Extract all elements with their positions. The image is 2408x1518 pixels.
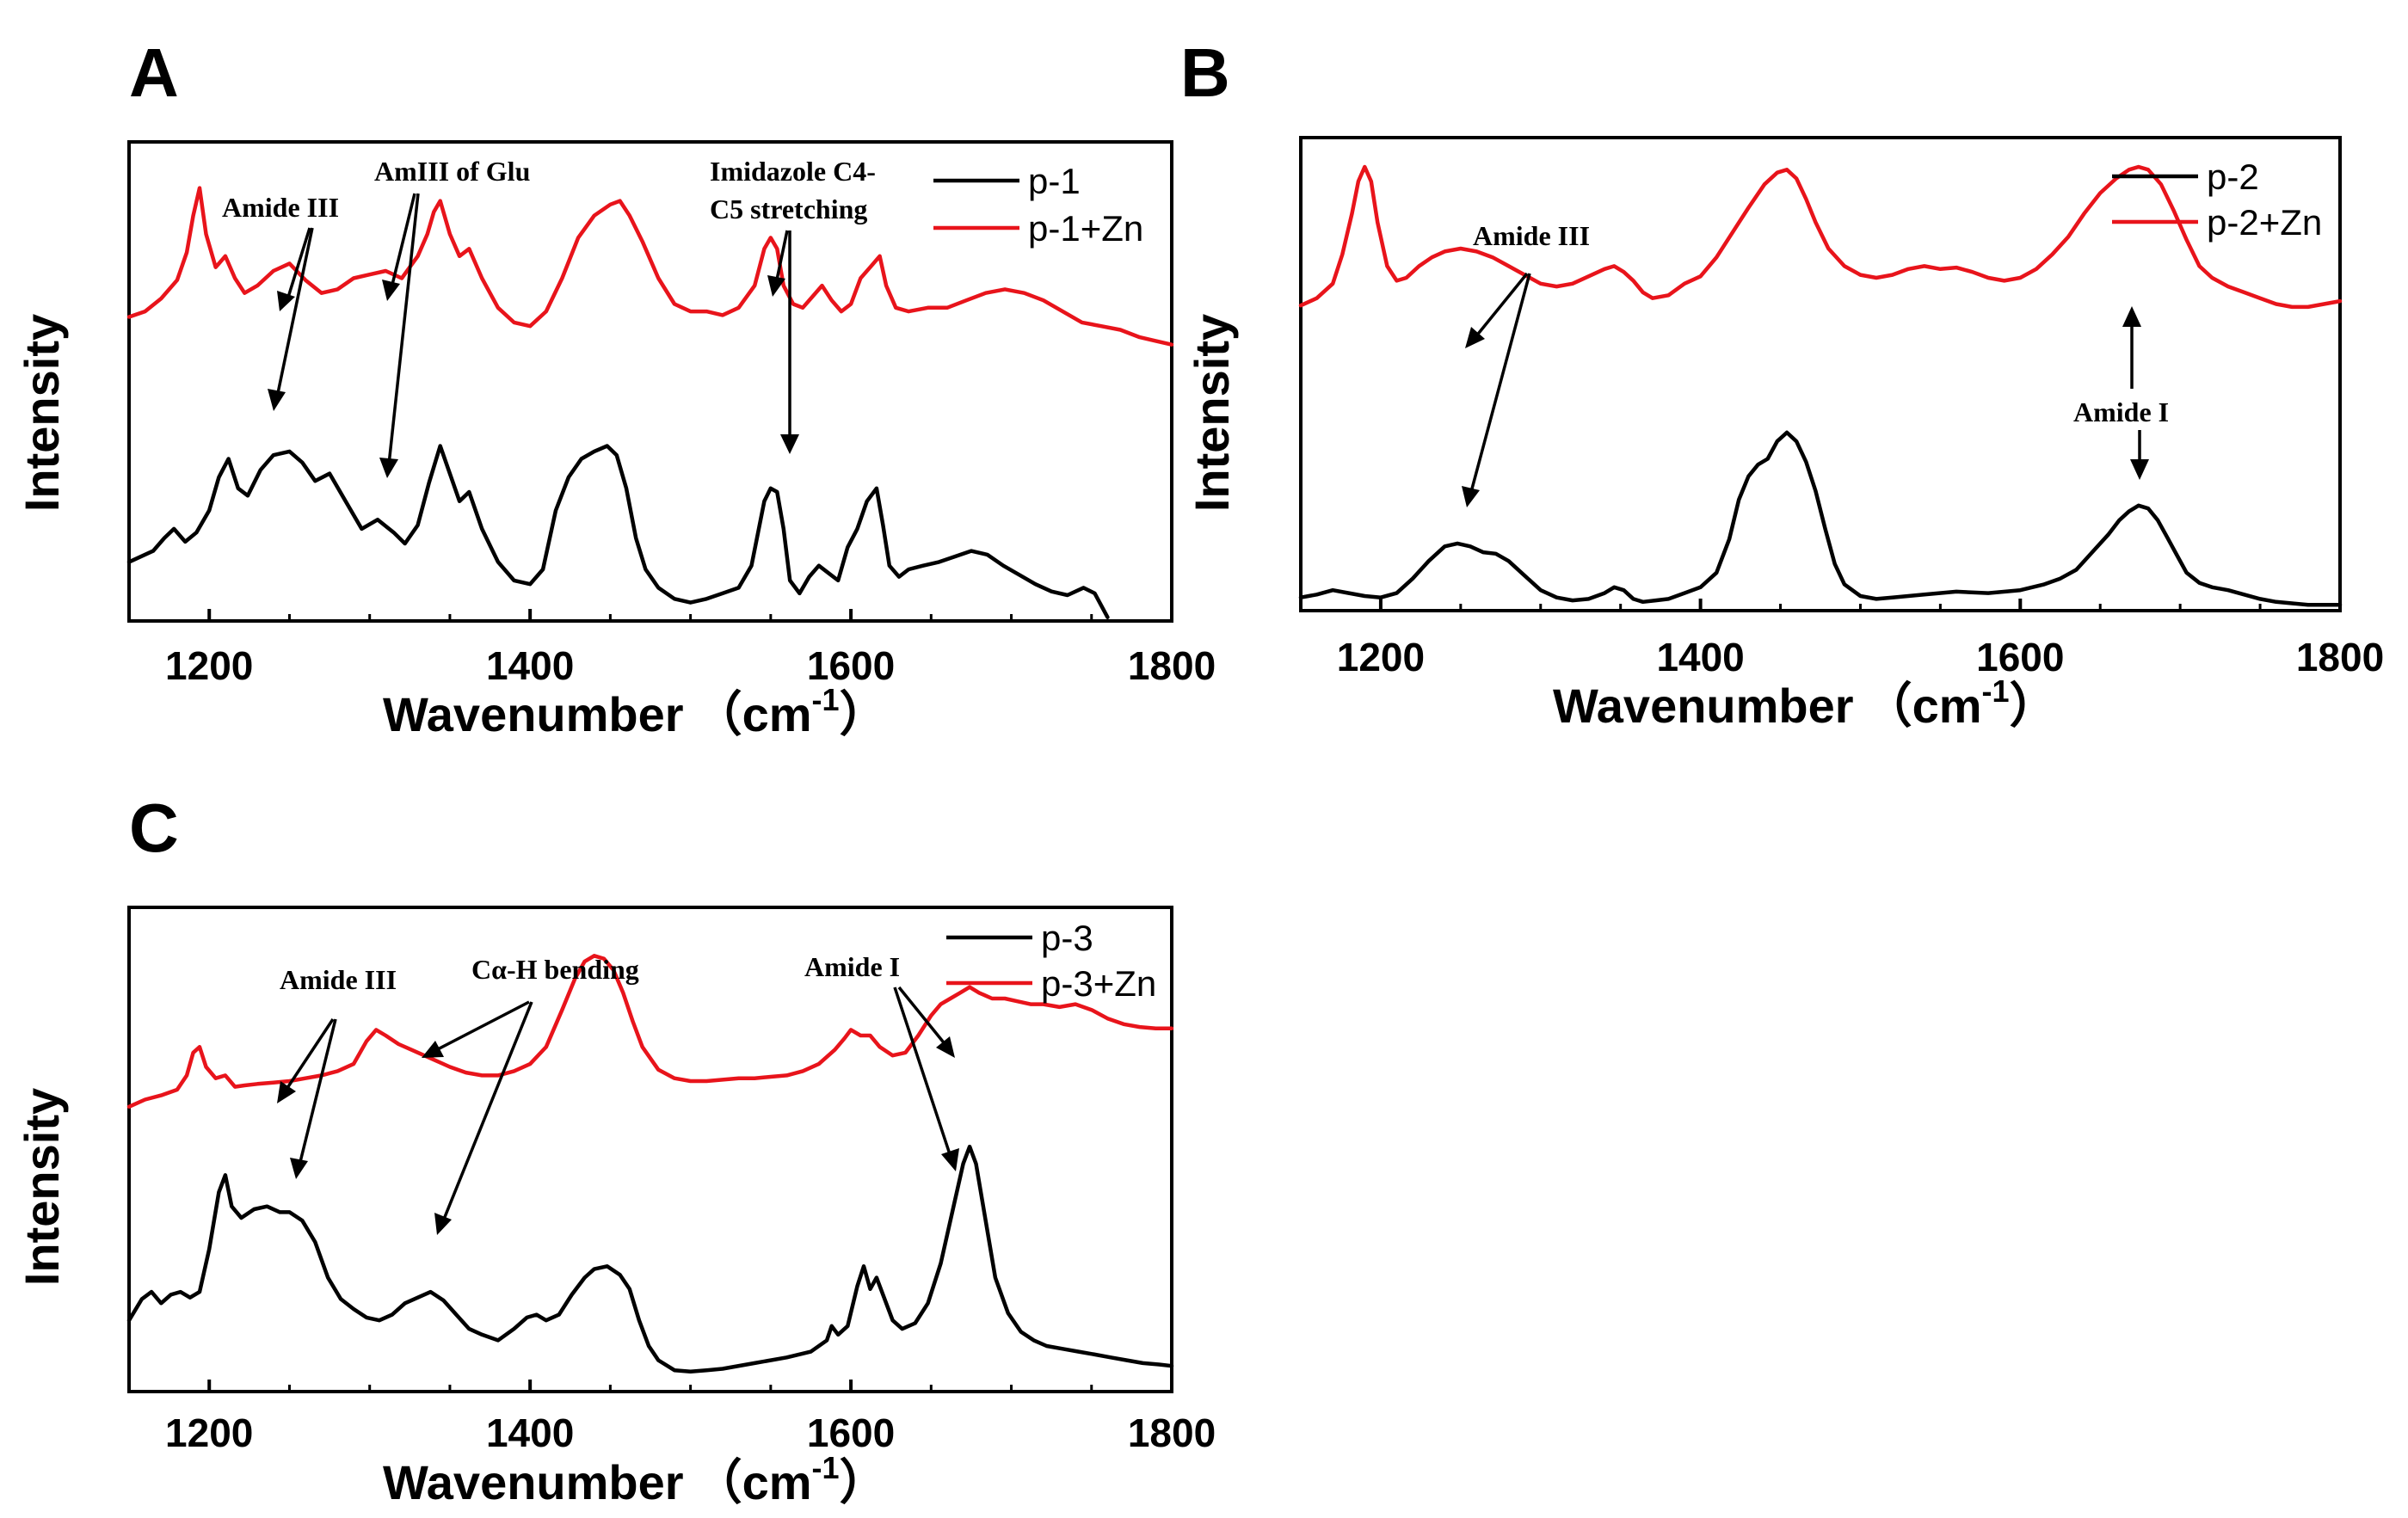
- arrowhead-amide-iii-a-2: [268, 389, 286, 411]
- x-tick-label-a-1600: 1600: [807, 643, 895, 688]
- arrowhead-amide-i-b-2: [2130, 459, 2149, 480]
- arrowhead-amide-iii-c-2: [290, 1158, 308, 1179]
- x-axis-label-b: Wavenumber （cm-1）: [1553, 673, 2058, 733]
- annotation-amide-i-b: Amide I: [2073, 396, 2169, 427]
- arrowhead-imidazole-a-2: [780, 434, 799, 454]
- y-axis-label-a: Intensity: [15, 314, 69, 512]
- arrowhead-amide-iii-b-2: [1462, 486, 1480, 507]
- arrowhead-amide-iii-a-1: [277, 291, 295, 311]
- panel-letter-b: B: [1180, 34, 1230, 111]
- x-tick-label-b-1400: 1400: [1656, 635, 1744, 679]
- arrowhead-amide-iii-b-1: [1465, 327, 1485, 348]
- series-line-p-1: [126, 444, 1110, 619]
- legend-label-p-1: p-1: [1028, 161, 1081, 201]
- arrow-calpha-h-c-2: [441, 1001, 533, 1222]
- x-tick-label-b-1600: 1600: [1976, 635, 2064, 679]
- annotation-amiii-glu-a: AmIII of Glu: [374, 156, 530, 187]
- series-line-p-2-zn: [1298, 164, 2343, 310]
- annotations-b: Amide III Amide I: [1462, 220, 2169, 507]
- series-line-p-3: [126, 1144, 1174, 1374]
- series-layer-a: [126, 186, 1174, 619]
- legend-c: p-3 p-3+Zn: [946, 918, 1156, 1004]
- x-ticks-c: [127, 1380, 1173, 1392]
- x-tick-label-b-1200: 1200: [1337, 635, 1425, 679]
- arrowhead-amiii-glu-a-1: [382, 280, 400, 301]
- x-tick-label-a-1400: 1400: [486, 643, 574, 688]
- arrowhead-amide-iii-c-1: [277, 1081, 296, 1103]
- arrowhead-amiii-glu-a-2: [379, 458, 398, 478]
- x-ticks-b: [1299, 599, 2342, 611]
- x-tick-label-c-1800: 1800: [1128, 1410, 1216, 1455]
- arrowhead-amide-i-c-1: [936, 1036, 955, 1058]
- legend-label-p-2: p-2: [2207, 157, 2259, 197]
- x-tick-label-c-1200: 1200: [165, 1410, 253, 1455]
- annotation-amide-iii-b: Amide III: [1473, 220, 1590, 251]
- legend-a: p-1 p-1+Zn: [933, 161, 1143, 249]
- panel-c: C 1200 1400 1600 1800 Wavenumber （cm-1） Inte…: [15, 790, 1216, 1509]
- arrowhead-calpha-h-c-2: [434, 1213, 452, 1235]
- arrow-imidazole-a-1: [774, 230, 789, 285]
- annotation-calpha-h-bending-c: Cα-H bending: [471, 954, 639, 985]
- arrow-amide-iii-b-1: [1474, 272, 1529, 339]
- arrow-amiii-glu-a-2: [387, 193, 420, 465]
- annotation-amide-iii-a: Amide III: [222, 192, 339, 223]
- y-axis-label-c: Intensity: [15, 1088, 69, 1286]
- arrow-calpha-h-c-1: [434, 1000, 530, 1053]
- x-tick-label-c-1600: 1600: [807, 1410, 895, 1455]
- series-line-p-3-zn: [126, 954, 1174, 1109]
- arrowhead-imidazole-a-1: [767, 275, 785, 297]
- x-tick-label-a-1200: 1200: [165, 643, 253, 688]
- arrowhead-calpha-h-c-1: [422, 1041, 444, 1058]
- annotation-imidazole-line2-a: C5 stretching: [710, 194, 867, 224]
- arrowhead-amide-i-c-2: [941, 1148, 959, 1171]
- arrow-amide-i-c-2: [893, 986, 952, 1158]
- plot-frame-c: [127, 906, 1173, 1393]
- x-axis-label-a: Wavenumber （cm-1）: [383, 682, 888, 741]
- panel-letter-c: C: [129, 790, 179, 866]
- x-tick-label-b-1800: 1800: [2296, 635, 2384, 679]
- arrow-amide-iii-b-2: [1469, 273, 1531, 493]
- panel-a: A 1200 1400 1600 1800 Wavenumber （cm-1） Inte…: [15, 34, 1216, 741]
- x-ticks-a: [127, 609, 1173, 621]
- y-axis-label-b: Intensity: [1185, 314, 1239, 512]
- annotations-c: Amide III Cα-H bending Amide I: [277, 951, 959, 1235]
- x-tick-labels-b: 1200 1400 1600 1800: [1337, 635, 2384, 679]
- series-line-p-1-zn: [126, 186, 1174, 347]
- series-layer-b: [1298, 164, 2343, 607]
- annotations-a: Amide III AmIII of Glu Imidazole C4- C5 …: [222, 156, 876, 478]
- x-tick-label-a-1800: 1800: [1128, 643, 1216, 688]
- legend-b: p-2 p-2+Zn: [2112, 157, 2322, 243]
- series-line-p-2: [1298, 430, 2343, 607]
- series-layer-c: [126, 954, 1174, 1374]
- x-axis-label-c: Wavenumber （cm-1）: [383, 1450, 888, 1509]
- arrowhead-amide-i-b-1: [2122, 306, 2141, 327]
- arrow-amiii-glu-a-1: [390, 193, 416, 289]
- x-tick-labels-a: 1200 1400 1600 1800: [165, 643, 1216, 688]
- arrow-amide-iii-c-2: [298, 1018, 337, 1166]
- arrow-amide-iii-a-1: [285, 227, 311, 304]
- x-tick-labels-c: 1200 1400 1600 1800: [165, 1410, 1216, 1455]
- plot-frame-a: [127, 140, 1173, 623]
- legend-label-p-3-zn: p-3+Zn: [1041, 963, 1156, 1004]
- arrow-amide-iii-c-1: [284, 1018, 335, 1091]
- legend-label-p-2-zn: p-2+Zn: [2207, 202, 2322, 243]
- annotation-amide-i-c: Amide I: [804, 951, 900, 982]
- legend-label-p-1-zn: p-1+Zn: [1028, 208, 1143, 249]
- annotation-amide-iii-c: Amide III: [280, 964, 397, 995]
- arrow-amide-i-c-1: [897, 986, 948, 1048]
- arrow-amide-iii-a-2: [275, 227, 314, 398]
- x-tick-label-c-1400: 1400: [486, 1410, 574, 1455]
- annotation-imidazole-line1-a: Imidazole C4-: [710, 156, 876, 187]
- panel-b: B 1200 1400 1600 1800 Wavenumber （cm-1） Inte…: [1180, 34, 2384, 733]
- legend-label-p-3: p-3: [1041, 918, 1093, 958]
- panel-letter-a: A: [129, 34, 179, 111]
- plot-frame-b: [1299, 136, 2342, 612]
